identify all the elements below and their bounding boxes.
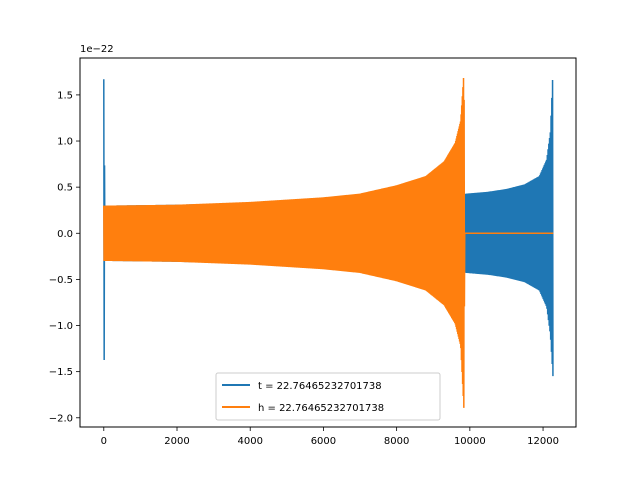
legend: t = 22.76465232701738 h = 22.76465232701… [215, 372, 441, 421]
x-tick-label: 10000 [454, 436, 486, 447]
y-tick-label: −0.5 [49, 275, 73, 286]
x-axis: 0 2000 4000 6000 8000 10000 12000 [101, 427, 559, 447]
x-tick-label: 4000 [237, 436, 262, 447]
y-axis: −2.0 −1.5 −1.0 −0.5 0.0 0.5 1.0 1.5 [49, 90, 80, 424]
x-tick-label: 8000 [384, 436, 409, 447]
y-tick-label: 1.0 [57, 137, 73, 148]
axes-frame [79, 57, 577, 428]
legend-label-h: h = 22.76465232701738 [258, 403, 384, 414]
y-offset-text: 1e−22 [80, 44, 114, 55]
y-tick-label: 0.5 [57, 183, 73, 194]
y-tick-label: 0.0 [57, 229, 73, 240]
plot-area [103, 78, 554, 408]
x-tick-label: 6000 [311, 436, 336, 447]
x-tick-label: 0 [101, 436, 107, 447]
legend-label-t: t = 22.76465232701738 [258, 381, 382, 392]
y-tick-label: −2.0 [49, 413, 73, 424]
legend-box [215, 372, 441, 421]
y-tick-label: −1.0 [49, 321, 73, 332]
y-tick-label: −1.5 [49, 367, 73, 378]
y-tick-label: 1.5 [57, 90, 73, 101]
x-tick-label: 12000 [527, 436, 559, 447]
x-tick-label: 2000 [164, 436, 189, 447]
series-line-1 [103, 78, 466, 408]
